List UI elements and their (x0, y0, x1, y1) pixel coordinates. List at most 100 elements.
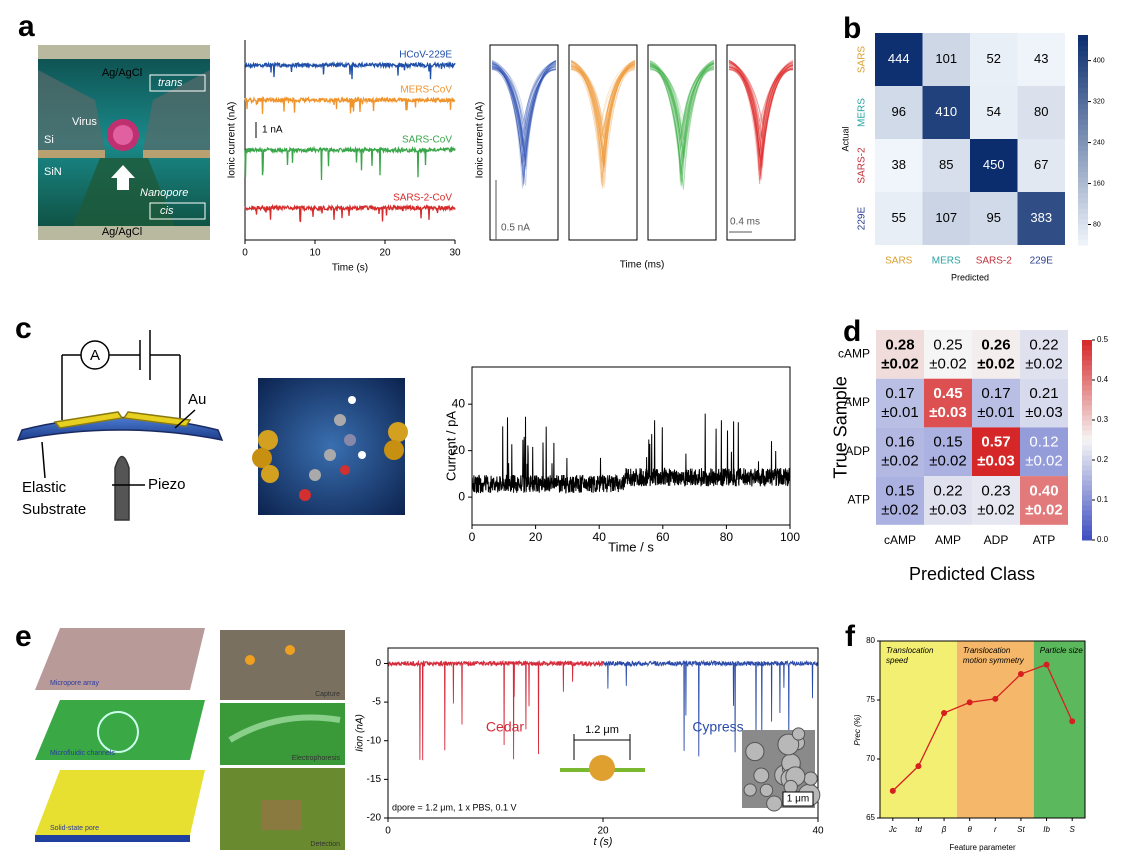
colorbar (1082, 440, 1092, 446)
cell (1020, 476, 1068, 525)
colorbar (1078, 218, 1088, 225)
x-tick-label: 40 (593, 530, 607, 544)
y-tick-label: 0 (458, 489, 465, 503)
event (570, 64, 636, 144)
value-label: 0.26 (981, 336, 1010, 353)
panel-letter: e (15, 620, 32, 653)
event (649, 67, 715, 176)
colorbar (1078, 150, 1088, 157)
value-label: 0.40 (1029, 482, 1058, 499)
event (649, 61, 715, 185)
diagram-label: Au (188, 391, 206, 408)
event (649, 59, 715, 121)
colorbar-label: 0.0 (1097, 535, 1109, 544)
event (570, 66, 636, 168)
diagram-label: Capture (315, 691, 340, 698)
event (649, 64, 715, 155)
colorbar (1082, 470, 1092, 476)
series-label: MERS-CoV (400, 85, 452, 96)
value-label: 0.21 (1029, 385, 1058, 402)
event (728, 60, 794, 146)
event (728, 60, 794, 161)
x-tick-label: 0 (469, 530, 476, 544)
event (570, 60, 636, 131)
x-tick-label: td (915, 825, 922, 834)
region-label: Translocation (886, 646, 934, 655)
event (728, 63, 794, 180)
value-label: 67 (1034, 157, 1048, 172)
event (728, 64, 794, 166)
event (570, 61, 636, 186)
trace (602, 659, 819, 757)
x-tick-label: ATP (1033, 533, 1055, 547)
point (1069, 718, 1076, 725)
colorbar (1082, 505, 1092, 511)
x-tick-label: θ (968, 825, 973, 834)
value-label: 38 (892, 157, 906, 172)
value-label: 0.17 (981, 385, 1010, 402)
point (889, 787, 896, 794)
event (728, 66, 794, 162)
event (649, 59, 715, 141)
colorbar (1082, 435, 1092, 441)
plot-frame (471, 366, 791, 526)
sem-particle (753, 767, 770, 784)
event (728, 62, 794, 140)
value-label: 0.23 (981, 482, 1010, 499)
x-tick-label: 229E (1030, 256, 1054, 267)
event (491, 64, 557, 167)
colorbar (1082, 460, 1092, 466)
event (491, 61, 557, 187)
colorbar-label: 400 (1093, 57, 1105, 64)
colorbar (1078, 40, 1088, 46)
event (491, 60, 557, 133)
trace (244, 203, 456, 223)
value-label: 107 (935, 210, 957, 225)
event (728, 61, 794, 130)
diagram-label: Substrate (22, 501, 86, 518)
y-tick-label: AMP (844, 395, 870, 409)
event (649, 62, 715, 171)
event-box (647, 44, 717, 241)
error-label: ±0.02 (977, 355, 1014, 372)
panel-letter: c (15, 312, 32, 345)
colorbar (1082, 430, 1092, 436)
event (491, 66, 557, 152)
event (491, 60, 557, 136)
colorbar-label: 80 (1093, 221, 1101, 228)
event (649, 60, 715, 154)
colorbar (1078, 35, 1088, 41)
event (570, 60, 636, 126)
colorbar (1082, 360, 1092, 366)
error-label: ±0.03 (929, 501, 966, 518)
event (570, 61, 636, 166)
x-tick-label: Jc (888, 825, 897, 834)
event (728, 66, 794, 156)
event (570, 59, 636, 128)
cell (922, 139, 970, 192)
event (649, 62, 715, 134)
y-tick-label: 65 (866, 813, 875, 822)
colorbar (1082, 485, 1092, 491)
error-label: ±0.02 (1025, 453, 1062, 470)
event (570, 67, 636, 170)
junction-diagram (16, 330, 224, 521)
sem-particle (803, 771, 818, 786)
x-axis-label: Time / s (608, 539, 654, 554)
event (728, 64, 794, 170)
x-tick-label: St (1017, 825, 1025, 834)
trace (471, 413, 791, 494)
x-axis-label: Predicted Class (909, 564, 1035, 584)
event-box (489, 44, 559, 241)
error-label: ±0.02 (929, 355, 966, 372)
x-axis-label: Predicted (951, 272, 989, 282)
cell (972, 378, 1020, 428)
region-label: Translocation (963, 646, 1011, 655)
cell (1020, 378, 1068, 428)
cell (924, 476, 972, 525)
event (728, 61, 794, 180)
event (728, 68, 794, 185)
sem-particle (766, 795, 783, 812)
colorbar (1078, 103, 1088, 109)
trace (387, 659, 604, 761)
